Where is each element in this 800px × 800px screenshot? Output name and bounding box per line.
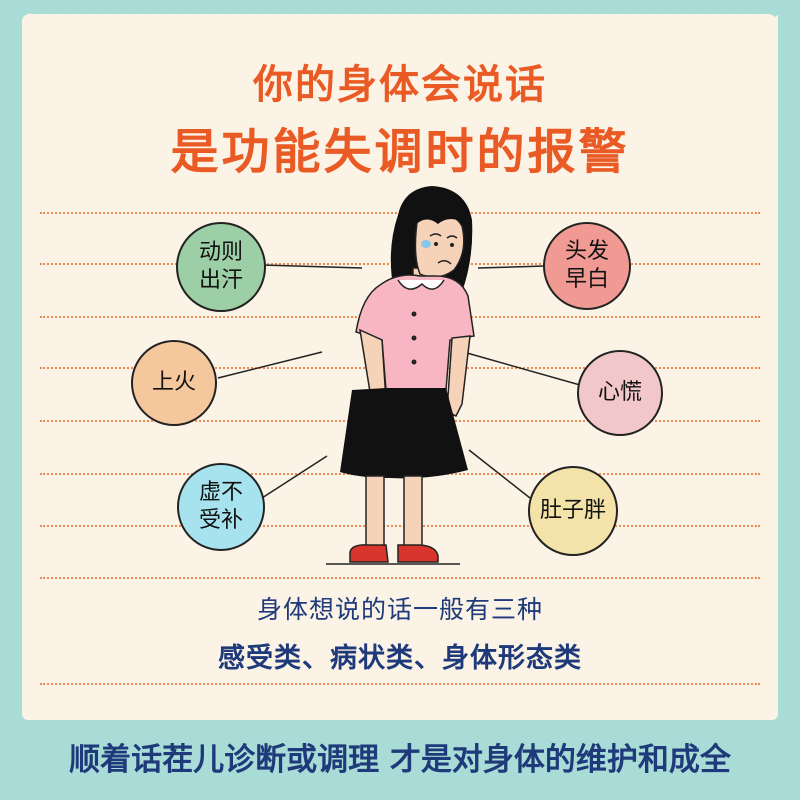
bubble-label: 肚子胖 [539,498,606,523]
symptom-bubble-internal-heat[interactable]: 上火 [131,340,217,426]
page-subtitle: 是功能失调时的报警 [170,124,630,180]
symptom-bubble-tonic-intolerance[interactable]: 虚不 受补 [177,463,265,551]
symptom-bubble-gray-hair[interactable]: 头发 早白 [543,222,631,310]
symptom-bubble-sweating[interactable]: 动则 出汗 [176,222,266,312]
dotted-divider [40,683,760,685]
dotted-divider [40,525,760,527]
bubble-label: 头发 [564,239,609,264]
page-title: 你的身体会说话 [253,62,547,108]
symptom-bubble-palpitations[interactable]: 心慌 [577,350,663,436]
bubble-label: 动则 [198,240,243,265]
bubble-label: 上火 [151,370,196,395]
bubble-label: 受补 [198,508,243,533]
body-text-categories: 感受类、病状类、身体形态类 [218,643,582,674]
symptom-bubble-belly-fat[interactable]: 肚子胖 [528,466,618,556]
dotted-divider [40,577,760,579]
bubble-label: 心慌 [597,380,642,405]
bubble-label: 虚不 [198,480,243,505]
bubble-label: 早白 [564,267,609,292]
footer-banner-text: 顺着话茬儿诊断或调理 才是对身体的维护和成全 [69,742,731,778]
body-text-intro: 身体想说的话一般有三种 [256,595,543,624]
bubble-label: 出汗 [198,268,243,293]
